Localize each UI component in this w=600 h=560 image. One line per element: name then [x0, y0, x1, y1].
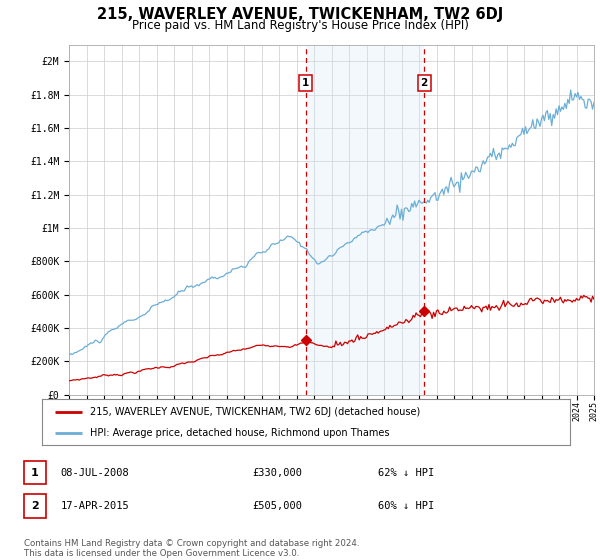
Text: 08-JUL-2008: 08-JUL-2008 [61, 468, 130, 478]
Text: 215, WAVERLEY AVENUE, TWICKENHAM, TW2 6DJ (detached house): 215, WAVERLEY AVENUE, TWICKENHAM, TW2 6D… [89, 407, 420, 417]
Text: 17-APR-2015: 17-APR-2015 [61, 501, 130, 511]
Text: £330,000: £330,000 [252, 468, 302, 478]
Text: 1: 1 [31, 468, 38, 478]
Text: 60% ↓ HPI: 60% ↓ HPI [378, 501, 434, 511]
Text: Price paid vs. HM Land Registry's House Price Index (HPI): Price paid vs. HM Land Registry's House … [131, 19, 469, 32]
Text: HPI: Average price, detached house, Richmond upon Thames: HPI: Average price, detached house, Rich… [89, 428, 389, 438]
Bar [305, 45, 424, 395]
Text: 2: 2 [31, 501, 38, 511]
Text: 2: 2 [421, 78, 428, 88]
Text: £505,000: £505,000 [252, 501, 302, 511]
Text: Contains HM Land Registry data © Crown copyright and database right 2024.
This d: Contains HM Land Registry data © Crown c… [24, 539, 359, 558]
Text: 215, WAVERLEY AVENUE, TWICKENHAM, TW2 6DJ: 215, WAVERLEY AVENUE, TWICKENHAM, TW2 6D… [97, 7, 503, 22]
Text: 62% ↓ HPI: 62% ↓ HPI [378, 468, 434, 478]
Text: 1: 1 [302, 78, 309, 88]
